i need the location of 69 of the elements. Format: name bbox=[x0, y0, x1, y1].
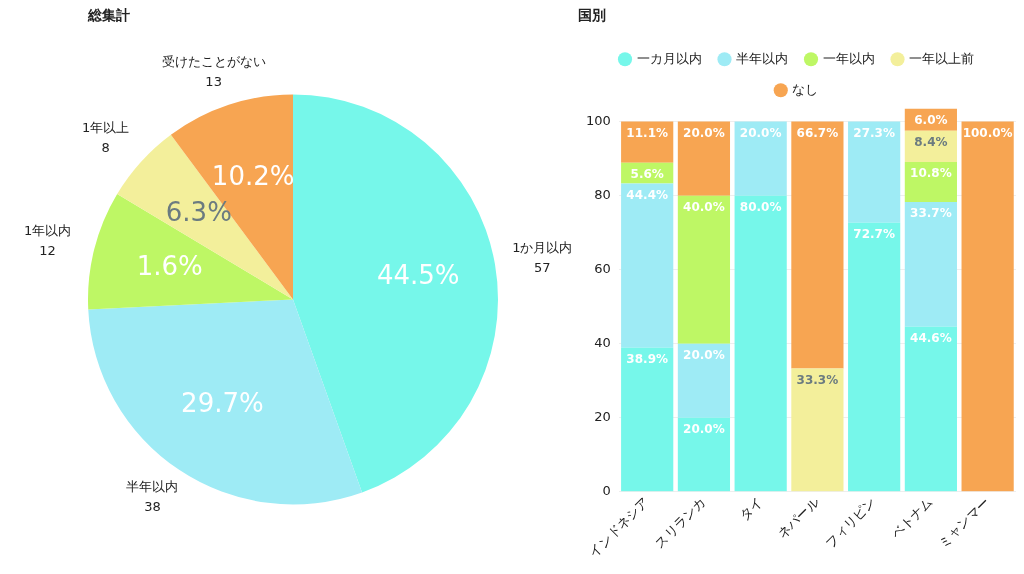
x-tick-label: スリランカ bbox=[651, 494, 709, 551]
text: 29.7% bbox=[181, 387, 264, 418]
data-label: 72.7% bbox=[853, 226, 895, 241]
data-label: 8.4% bbox=[914, 134, 948, 149]
bar bbox=[791, 368, 844, 492]
x-tick-label: ベトナム bbox=[888, 494, 936, 542]
x-tick-label: フィリピン bbox=[822, 494, 879, 551]
bar bbox=[848, 121, 901, 223]
data-label: 33.7% bbox=[910, 206, 952, 221]
x-tick-label: タイ bbox=[736, 494, 766, 524]
data-label: 5.6% bbox=[630, 166, 664, 181]
bar bbox=[677, 417, 731, 492]
legend-label: 半年以内 bbox=[736, 50, 788, 66]
legend-label: 一年以上前 bbox=[909, 50, 974, 66]
y-tick-label: 80 bbox=[594, 187, 611, 203]
chart-title: 総集計 bbox=[87, 7, 130, 24]
text: 10.2% bbox=[211, 161, 295, 192]
bar bbox=[677, 195, 731, 344]
data-label: 20.0% bbox=[683, 125, 725, 140]
bar bbox=[621, 183, 674, 348]
data-label: 12 bbox=[39, 242, 56, 258]
bar bbox=[848, 222, 901, 492]
bar bbox=[621, 347, 674, 492]
y-tick-label: 40 bbox=[594, 335, 611, 351]
text: 44.5% bbox=[376, 260, 460, 291]
data-label: 80.0% bbox=[739, 199, 782, 214]
y-tick-label: 100 bbox=[585, 112, 611, 128]
data-label: 33.3% bbox=[796, 372, 839, 387]
bar bbox=[677, 121, 731, 196]
data-label: 44.4% bbox=[626, 187, 668, 202]
slice-label: 受けたことがない bbox=[161, 53, 266, 69]
data-label: 100.0% bbox=[962, 125, 1013, 140]
slice-label: 半年以内 bbox=[126, 479, 179, 495]
bar bbox=[904, 201, 957, 327]
data-label: 20.0% bbox=[739, 125, 782, 140]
data-label: 57 bbox=[534, 259, 551, 275]
data-label: 44.6% bbox=[910, 330, 952, 345]
data-label: 20.0% bbox=[683, 421, 725, 436]
x-tick-label: ネパール bbox=[774, 494, 822, 542]
data-label: 66.7% bbox=[796, 125, 839, 140]
data-label: 6.0% bbox=[914, 112, 948, 127]
text: 6.3% bbox=[165, 196, 232, 227]
bar bbox=[734, 121, 787, 196]
bar bbox=[961, 121, 1014, 492]
data-label: 11.1% bbox=[626, 125, 668, 140]
data-label: 20.0% bbox=[683, 347, 725, 362]
text: 1.6% bbox=[136, 251, 203, 282]
legend-label: 一カ月以内 bbox=[636, 50, 702, 66]
data-label: 27.3% bbox=[853, 125, 895, 140]
y-tick-label: 60 bbox=[594, 261, 611, 277]
legend-label: なし bbox=[792, 81, 819, 97]
legend-label: 一年以内 bbox=[822, 50, 875, 66]
x-tick-label: ミャンマー bbox=[935, 494, 993, 551]
data-label: 10.8% bbox=[910, 166, 952, 181]
bar bbox=[677, 343, 731, 418]
slice-label: 1年以内 bbox=[23, 222, 72, 238]
data-label: 38 bbox=[144, 499, 161, 515]
bar bbox=[791, 121, 844, 369]
slice-label: 1か月以内 bbox=[512, 239, 573, 255]
data-label: 38.9% bbox=[626, 351, 668, 366]
data-label: 13 bbox=[205, 73, 222, 89]
bar bbox=[734, 195, 787, 492]
bar bbox=[621, 121, 674, 163]
data-label: 40.0% bbox=[683, 199, 725, 214]
bar bbox=[904, 326, 957, 492]
data-label: 8 bbox=[101, 140, 110, 156]
slice-label: 1年以上 bbox=[81, 120, 130, 136]
y-tick-label: 20 bbox=[594, 409, 611, 425]
chart-title: 国別 bbox=[578, 7, 606, 24]
